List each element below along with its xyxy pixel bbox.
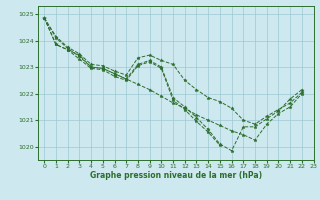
X-axis label: Graphe pression niveau de la mer (hPa): Graphe pression niveau de la mer (hPa) [90,171,262,180]
